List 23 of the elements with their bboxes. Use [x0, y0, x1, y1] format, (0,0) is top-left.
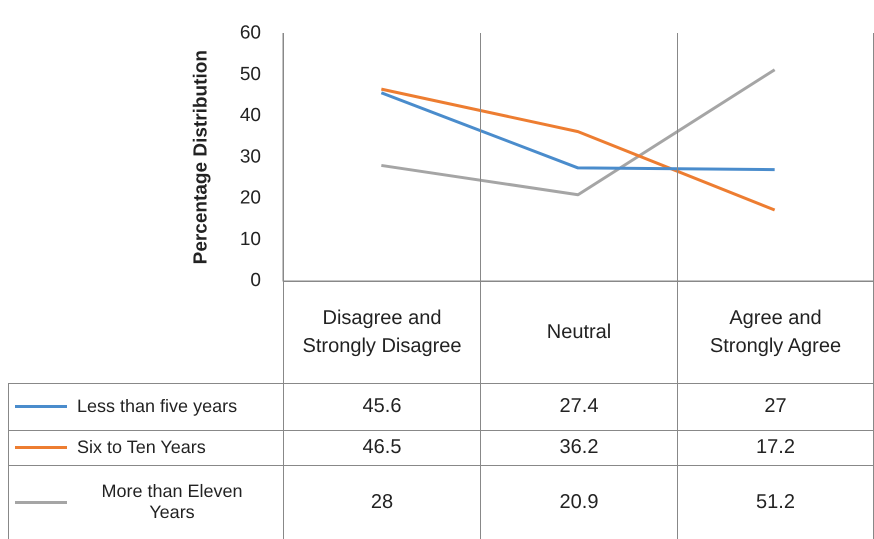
- data-label: 17.2: [678, 430, 874, 466]
- x-tick-label: Neutral: [480, 281, 678, 384]
- data-label: 28: [284, 465, 480, 539]
- y-tick-label: 60: [240, 22, 261, 44]
- legend-label: Six to Ten Years: [77, 437, 206, 458]
- data-label: 27.4: [480, 383, 678, 430]
- y-tick-label: 50: [240, 64, 261, 85]
- y-axis-title: Percentage Distribution: [190, 50, 212, 264]
- legend-label: More than Eleven Years: [100, 481, 244, 524]
- y-tick-label: 40: [240, 105, 261, 126]
- data-label: 51.2: [678, 465, 874, 539]
- data-label: 45.6: [284, 383, 480, 430]
- data-label: 20.9: [480, 465, 678, 539]
- y-tick-label: 0: [250, 270, 261, 292]
- legend-label: Less than five years: [77, 396, 238, 418]
- data-label: 46.5: [284, 430, 480, 466]
- data-label: 36.2: [480, 430, 678, 466]
- y-tick-label: 10: [240, 228, 261, 250]
- y-tick-label: 20: [240, 188, 261, 209]
- data-label: 27: [678, 383, 874, 430]
- x-tick-label: Disagree and Strongly Disagree: [284, 281, 480, 384]
- x-tick-label: Agree and Strongly Agree: [678, 281, 874, 384]
- y-tick-label: 30: [240, 146, 261, 168]
